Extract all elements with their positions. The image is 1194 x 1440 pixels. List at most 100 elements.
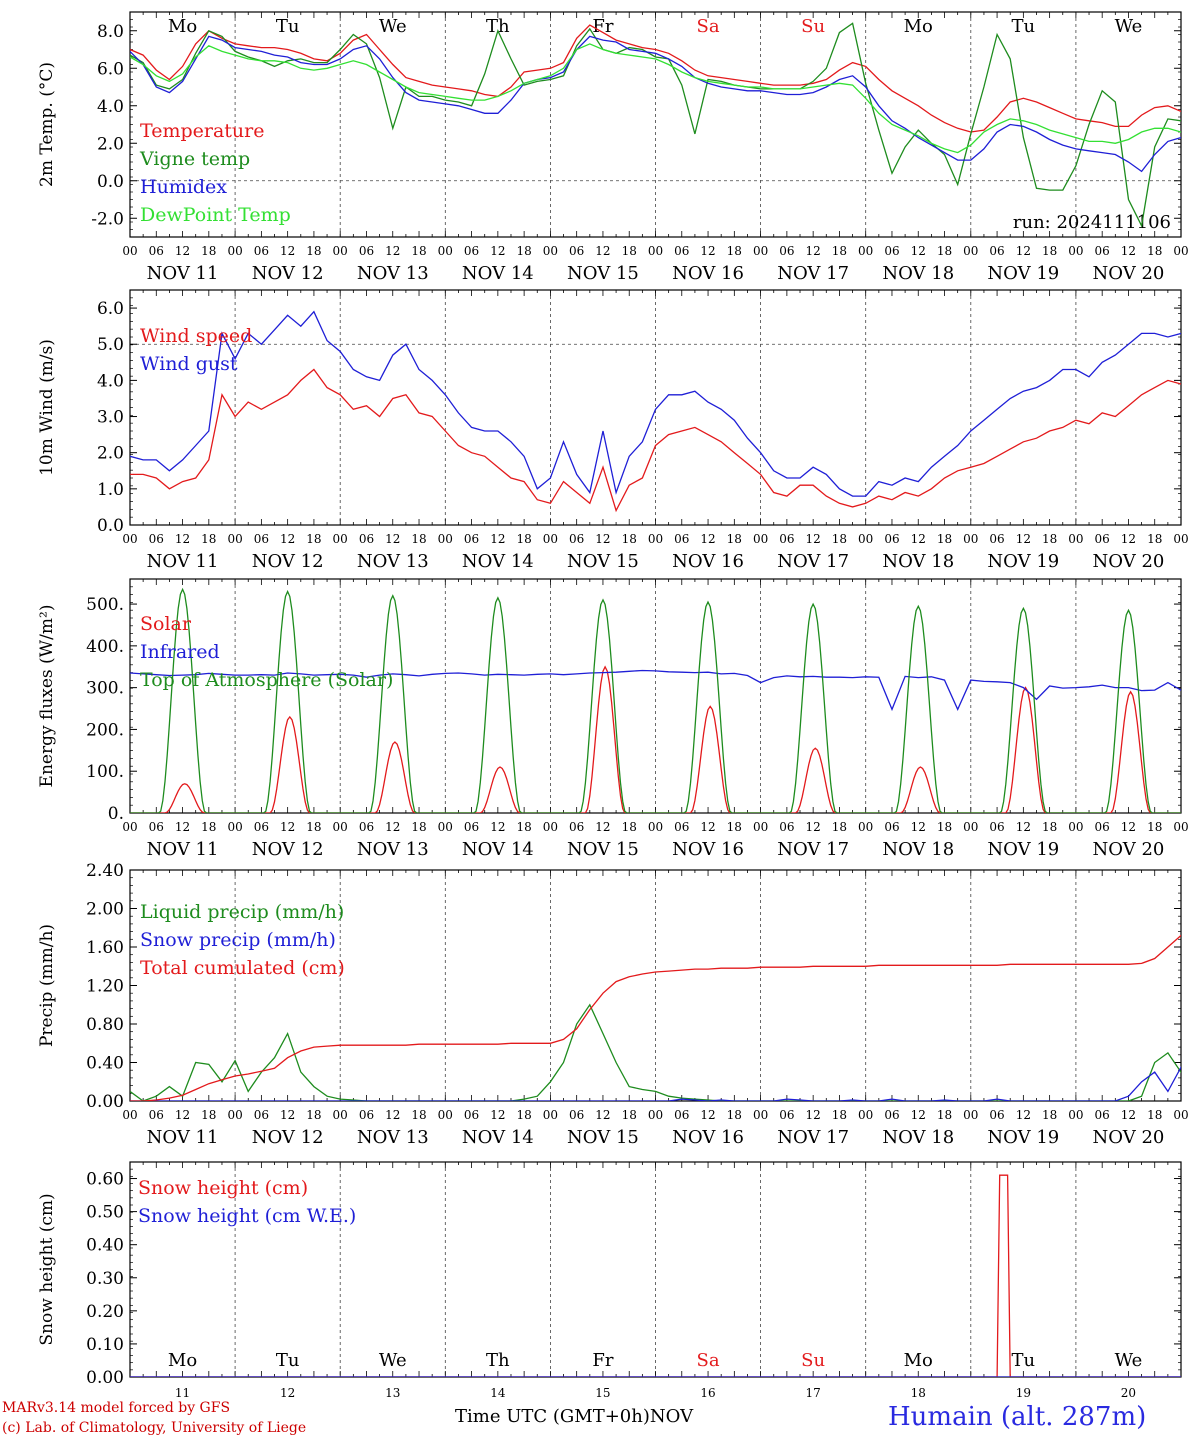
x-hour-label: 18 [1147, 532, 1162, 546]
legend-entry: Solar [140, 613, 192, 635]
x-hour-label: 12 [1016, 532, 1031, 546]
legend-entry: Snow height (cm) [138, 1177, 308, 1199]
legend-entry: Snow precip (mm/h) [140, 929, 336, 951]
y-tick-label: 6.0 [97, 299, 124, 319]
x-hour-label: 06 [674, 820, 689, 834]
x-hour-label: 06 [464, 532, 479, 546]
y-tick-label: 0.00 [86, 1368, 124, 1388]
x-hour-label: 18 [622, 1108, 637, 1122]
x-hour-label: 12 [700, 532, 715, 546]
x-date-label: NOV 13 [357, 839, 429, 860]
x-hour-label: 18 [411, 820, 426, 834]
x-hour-label: 06 [1095, 820, 1110, 834]
x-hour-label: 12 [175, 1108, 190, 1122]
x-hour-label: 00 [227, 1108, 242, 1122]
x-hour-label: 18 [201, 532, 216, 546]
x-date-label: NOV 18 [882, 551, 954, 572]
y-axis-label: 2m Temp. (°C) [37, 62, 57, 187]
y-tick-label: 8.0 [97, 22, 124, 42]
x-hour-label: 12 [911, 820, 926, 834]
y-axis-label: Snow height (cm) [37, 1193, 57, 1345]
x-hour-label: 12 [806, 532, 821, 546]
panel-1: 8.0 6.0 4.0 2.0 0.0 -2.0 2m Temp. (°C) 00 06 12 18… [37, 11, 1189, 284]
x-hour-label: 00 [753, 1108, 768, 1122]
x-hour-label: 00 [543, 244, 558, 258]
run-annotation: run: 2024111106 [1013, 212, 1171, 233]
day-of-week-label: Fr [592, 1350, 613, 1371]
x-date-label: NOV 20 [1093, 839, 1165, 860]
x-hour-label: 06 [779, 1108, 794, 1122]
y-tick-label: 0.40 [86, 1236, 124, 1256]
x-date-label: NOV 14 [462, 839, 534, 860]
x-hour-label: 00 [1068, 1108, 1083, 1122]
x-hour-label: 12 [1121, 532, 1136, 546]
x-hour-label: 00 [1173, 820, 1188, 834]
x-hour-label: 00 [648, 532, 663, 546]
x-hour-label: 12 [385, 244, 400, 258]
series-line-1 [130, 368, 1181, 513]
x-hour-label: 18 [1042, 820, 1057, 834]
model-credit: MARv3.14 model forced by GFS [2, 1400, 231, 1416]
y-tick-label: 300. [86, 679, 124, 699]
x-date-label: NOV 14 [462, 1127, 534, 1148]
x-hour-label: 18 [1042, 244, 1057, 258]
x-hour-label: 06 [254, 820, 269, 834]
x-hour-label: 00 [1068, 820, 1083, 834]
x-hour-label: 12 [175, 820, 190, 834]
day-of-week-label: Su [801, 16, 825, 37]
x-hour-label: 00 [963, 532, 978, 546]
x-hour-label: 12 [1016, 1108, 1031, 1122]
x-hour-label: 18 [411, 244, 426, 258]
x-date-label: NOV 13 [357, 1127, 429, 1148]
legend-entry: DewPoint Temp [140, 204, 291, 226]
x-hour-label: 18 [516, 532, 531, 546]
x-date-label: NOV 12 [252, 263, 324, 284]
x-hour-label: 18 [622, 820, 637, 834]
y-tick-label: 0.30 [86, 1269, 124, 1289]
y-tick-label: 200. [86, 720, 124, 740]
legend-entry: Humidex [140, 176, 227, 198]
x-hour-label: 18 [832, 1108, 847, 1122]
y-axis-label: 10m Wind (m/s) [37, 339, 57, 476]
x-date-label: NOV 18 [882, 263, 954, 284]
x-hour-label: 06 [989, 532, 1004, 546]
x-date-label: NOV 19 [987, 1127, 1059, 1148]
series-line-1 [130, 665, 1181, 813]
x-hour-label: 18 [1042, 1108, 1057, 1122]
x-day-number: 13 [385, 1386, 400, 1400]
x-date-label: NOV 11 [147, 839, 219, 860]
day-of-week-label: Mo [168, 1350, 197, 1371]
x-axis-label: Time UTC (GMT+0h) [455, 1406, 650, 1427]
x-hour-label: 00 [753, 820, 768, 834]
x-date-label: NOV 11 [147, 1127, 219, 1148]
x-hour-label: 06 [1095, 1108, 1110, 1122]
x-hour-label: 06 [569, 532, 584, 546]
legend-entry: Snow height (cm W.E.) [138, 1205, 356, 1227]
x-hour-label: 18 [832, 244, 847, 258]
x-hour-label: 00 [1068, 532, 1083, 546]
x-hour-label: 06 [989, 1108, 1004, 1122]
y-tick-label: 2.00 [86, 900, 124, 920]
y-axis-label: Precip (mm/h) [37, 924, 57, 1047]
y-tick-label: 4.0 [97, 371, 124, 391]
x-hour-label: 00 [227, 244, 242, 258]
x-hour-label: 06 [149, 820, 164, 834]
series-line-2 [130, 22, 1181, 228]
y-tick-label: 5.0 [97, 335, 124, 355]
y-tick-label: -2.0 [91, 209, 124, 229]
legend-entry: Temperature [140, 120, 264, 142]
series-group [130, 22, 1181, 228]
legend-entry: Wind gust [140, 353, 238, 375]
x-hour-label: 06 [149, 1108, 164, 1122]
series-line-2 [130, 669, 1181, 712]
day-of-week-label: Fr [592, 16, 613, 37]
series-line-2 [130, 310, 1181, 497]
x-date-label: NOV 16 [672, 1127, 744, 1148]
x-date-label: NOV 17 [777, 551, 849, 572]
y-tick-label: 2.0 [97, 444, 124, 464]
x-hour-label: 00 [648, 244, 663, 258]
day-of-week-label: Tu [1012, 16, 1036, 37]
x-hour-label: 00 [1173, 532, 1188, 546]
x-hour-label: 00 [333, 244, 348, 258]
